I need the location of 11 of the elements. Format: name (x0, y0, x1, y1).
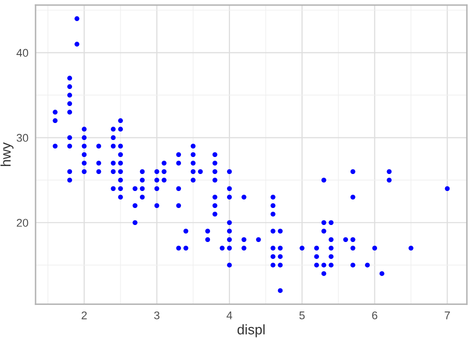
y-tick-label: 30 (16, 134, 28, 142)
x-tick-label: 6 (372, 311, 378, 320)
x-tick-label: 7 (444, 312, 450, 320)
x-tick-label: 3 (154, 311, 160, 320)
x-tick-label: 2 (82, 311, 87, 320)
x-tick-label: 5 (299, 312, 305, 320)
x-tick-label: 4 (226, 312, 232, 320)
y-tick-label: 20 (16, 218, 28, 227)
x-axis-title: displ (238, 324, 265, 338)
y-tick-label: 40 (16, 48, 28, 57)
y-axis-title: hwy (0, 142, 14, 166)
